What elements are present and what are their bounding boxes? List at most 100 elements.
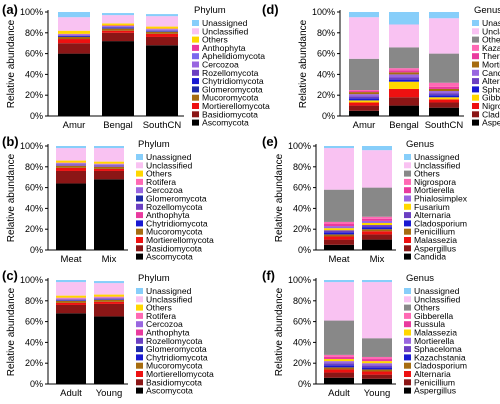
bar-segment — [349, 12, 379, 18]
panel-f: (f) Relative abundance 0% 20% 40% 60% 80% 100% A… — [262, 268, 467, 399]
legend-swatch — [136, 362, 143, 369]
legend-swatch — [136, 195, 143, 202]
bar-segment — [94, 294, 124, 297]
legend-swatch — [136, 237, 143, 243]
bar-segment — [56, 298, 86, 299]
y-tick-label: 60% — [25, 183, 43, 193]
legend-label: Mortierellomycota — [146, 369, 214, 379]
y-tick-label: 60% — [293, 183, 311, 193]
legend-swatch — [192, 111, 199, 118]
legend-swatch — [136, 371, 143, 377]
panel-label: (e) — [262, 134, 278, 149]
legend-swatch — [472, 20, 479, 26]
bar-segment — [58, 34, 90, 36]
bar-segment — [429, 82, 459, 87]
bar-segment — [362, 225, 392, 228]
y-tick-label: 20% — [293, 358, 311, 368]
bar-segment — [94, 179, 124, 250]
bar-segment — [94, 301, 124, 304]
x-tick-label: Amur — [63, 120, 86, 131]
bar-segment — [102, 27, 134, 29]
bar-segment — [349, 102, 379, 106]
legend-label: Nigrospora — [414, 177, 456, 187]
y-tick-label: 100% — [20, 7, 43, 17]
bar-segment — [58, 35, 90, 36]
legend-swatch — [136, 304, 143, 311]
bar-segment — [56, 299, 86, 300]
y-tick-label: 100% — [288, 275, 311, 285]
bar-segment — [349, 96, 379, 99]
bar-segment — [146, 33, 178, 37]
bar-segment — [94, 299, 124, 302]
y-tick-label: 80% — [293, 296, 311, 306]
legend-label: Alternaria — [414, 210, 451, 220]
legend-swatch — [404, 212, 411, 219]
legend-label: Unclassified — [414, 160, 461, 170]
bar-segment — [94, 161, 124, 164]
bar-segment — [56, 183, 86, 250]
bar-segment — [362, 239, 392, 250]
y-axis-title: Relative abundance — [6, 287, 17, 376]
bar-segment — [94, 166, 124, 169]
bar-segment — [324, 356, 354, 360]
x-tick-label: SouthCN — [143, 120, 182, 131]
legend-label: Unclassified — [146, 160, 193, 170]
y-axis-title: Relative abundance — [6, 153, 17, 242]
bar-segment — [324, 221, 354, 224]
bar-segment — [102, 28, 134, 29]
x-tick-label: Meat — [60, 254, 81, 265]
legend-swatch — [136, 253, 143, 260]
bar-segment — [56, 280, 86, 283]
y-axis-title: Relative abundance — [298, 19, 309, 108]
legend-title: Genus — [474, 5, 500, 16]
bar-segment — [362, 222, 392, 226]
y-tick-label: 20% — [293, 224, 311, 234]
bar-segment — [429, 53, 459, 83]
bar-segment — [102, 30, 134, 33]
legend-swatch — [136, 212, 143, 219]
bar-segment — [146, 29, 178, 31]
legend-label: Glomeromycota — [146, 194, 207, 204]
bar-segment — [389, 77, 419, 80]
bar-segment — [102, 13, 134, 16]
legend-label: Cercozoa — [146, 319, 183, 329]
bar-segment — [362, 280, 392, 283]
legend-label: Others — [202, 35, 228, 45]
y-tick-label: 0% — [30, 379, 43, 389]
panel-label: (b) — [2, 134, 19, 149]
bar-segment — [389, 72, 419, 75]
bar-segment — [94, 298, 124, 299]
bar-segment — [56, 313, 86, 384]
legend-swatch — [404, 162, 411, 169]
y-tick-label: 60% — [25, 49, 43, 59]
bar-segment — [324, 189, 354, 222]
legend-swatch — [404, 346, 411, 353]
legend-swatch — [192, 36, 199, 43]
legend-label: Candida — [414, 252, 446, 262]
bar-segment — [324, 236, 354, 240]
bar-segment — [324, 372, 354, 378]
bar-segment — [94, 164, 124, 166]
y-tick-label: 0% — [298, 245, 311, 255]
bar-segment — [362, 227, 392, 230]
legend-label: Basidiomycota — [146, 377, 202, 387]
bar-segment — [324, 282, 354, 321]
legend-swatch — [404, 371, 411, 377]
x-tick-label: Adult — [328, 388, 350, 399]
bar-segment — [94, 146, 124, 149]
legend-label: Russula — [414, 319, 445, 329]
legend-swatch — [472, 111, 479, 118]
bar-segment — [429, 95, 459, 98]
bar-segment — [56, 170, 86, 184]
legend-swatch — [404, 220, 411, 227]
legend-swatch — [192, 94, 199, 101]
legend-label: Nigrospora — [482, 101, 500, 111]
legend-swatch — [192, 119, 199, 126]
bar-segment — [94, 166, 124, 167]
bar-segment — [362, 371, 392, 375]
legend-swatch — [404, 170, 411, 177]
bar-segment — [324, 369, 354, 373]
legend-label: Fusarium — [414, 202, 450, 212]
bar-segment — [324, 148, 354, 190]
y-tick-label: 100% — [312, 7, 335, 17]
